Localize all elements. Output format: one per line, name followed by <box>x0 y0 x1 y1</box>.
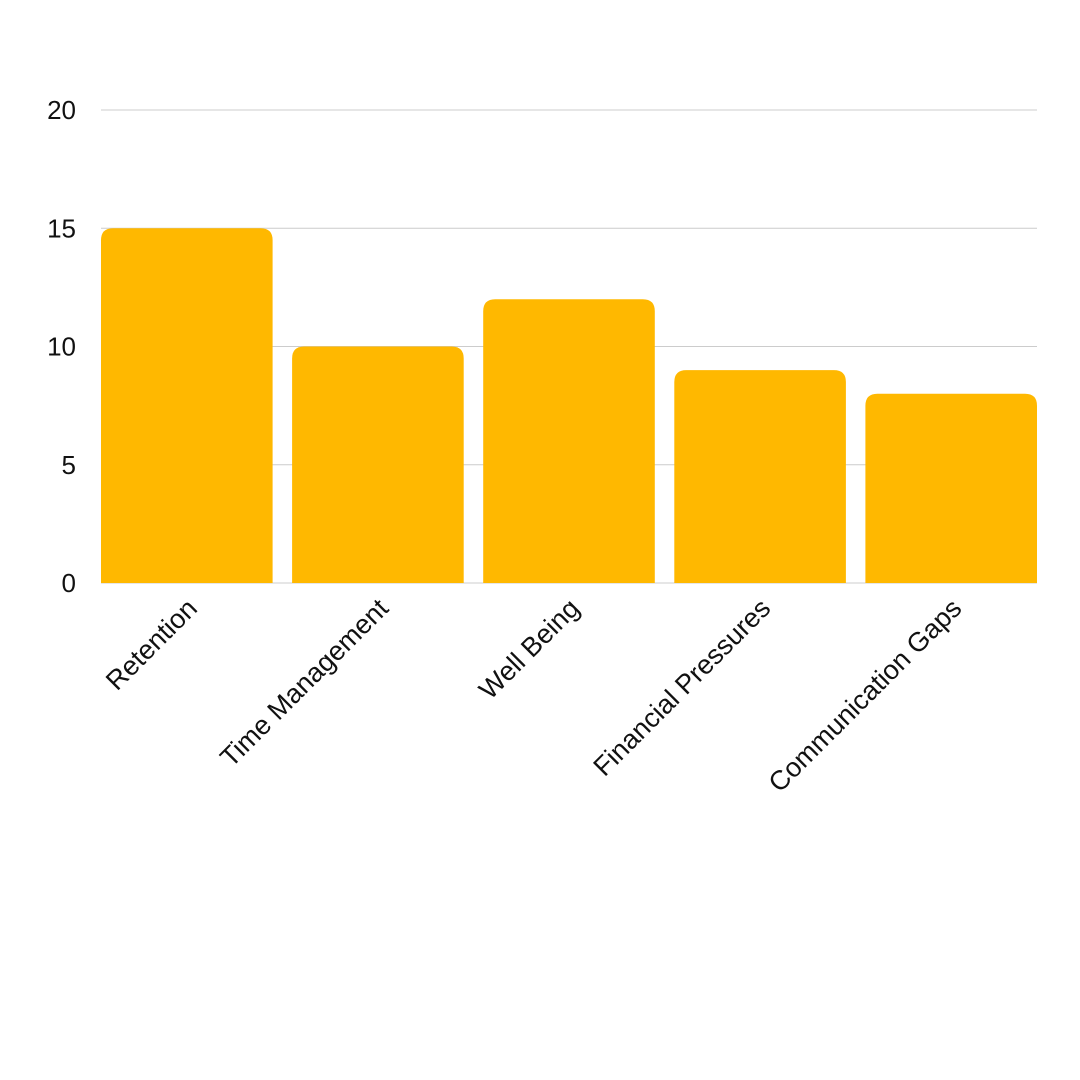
y-tick-label: 20 <box>47 95 76 125</box>
x-category-label: Communication Gaps <box>763 593 968 798</box>
y-tick-label: 10 <box>47 332 76 362</box>
x-category-label: Retention <box>100 593 203 696</box>
x-category-label: Well Being <box>473 593 585 705</box>
x-axis-category-labels: Retention Time Management Well Being Financ… <box>100 593 967 798</box>
bar-well-being <box>483 299 655 583</box>
y-tick-label: 15 <box>47 213 76 243</box>
y-tick-label: 5 <box>62 450 76 480</box>
bar-time-management <box>292 346 464 583</box>
bar-retention <box>101 228 273 583</box>
y-tick-label: 0 <box>62 568 76 598</box>
x-category-label: Time Management <box>214 593 394 773</box>
bar-financial-pressures <box>674 370 846 583</box>
bar-communication-gaps <box>865 393 1037 583</box>
x-category-label: Financial Pressures <box>587 593 776 782</box>
bar-layer <box>101 228 1037 583</box>
y-axis-ticks: 0 5 10 15 20 <box>47 95 76 598</box>
